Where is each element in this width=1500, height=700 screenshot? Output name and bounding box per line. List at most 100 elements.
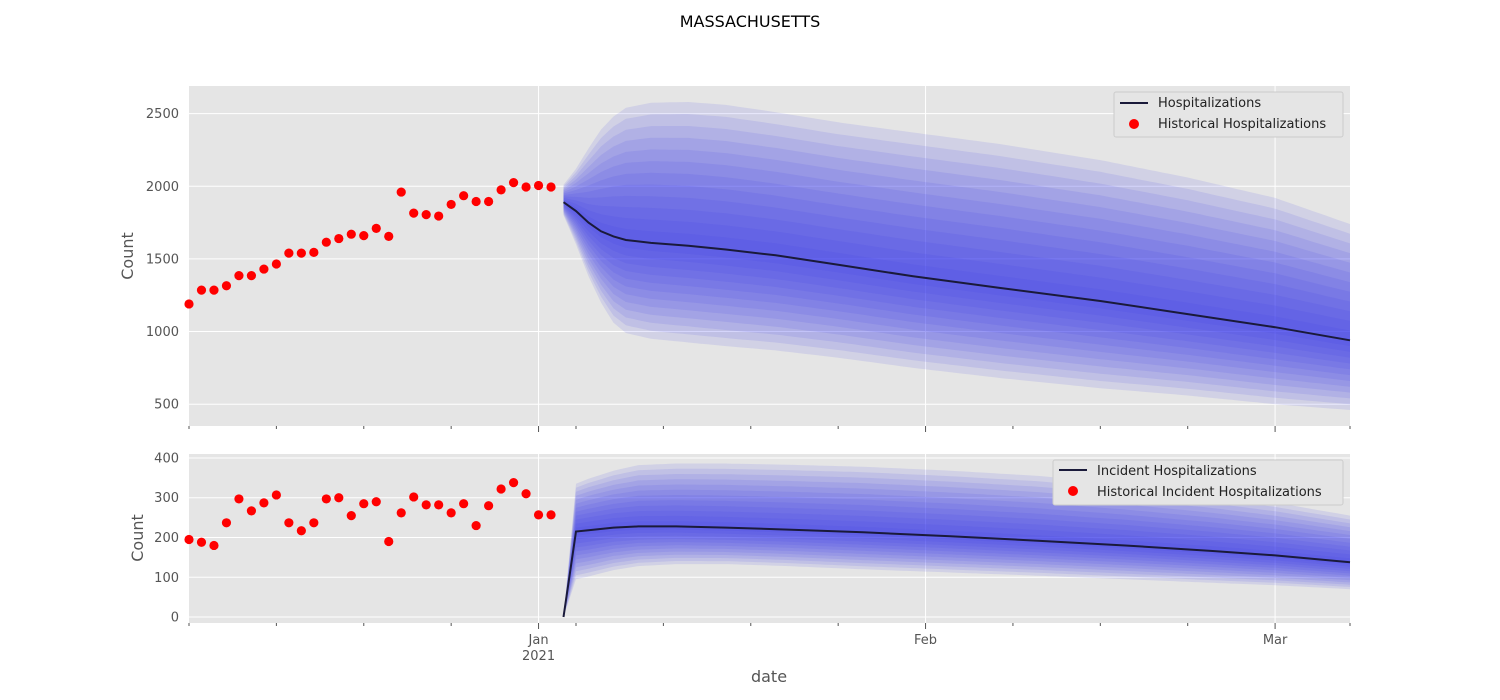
- historical-point: [371, 223, 381, 233]
- median-line: [562, 201, 1351, 342]
- y-tick-label: 100: [154, 571, 179, 586]
- y-tick-label: 1500: [146, 252, 179, 267]
- historical-point: [334, 493, 344, 503]
- historical-point: [446, 508, 456, 518]
- historical-point: [521, 182, 531, 192]
- historical-point: [196, 285, 207, 295]
- historical-point: [546, 182, 556, 192]
- y-tick-label: 1000: [146, 325, 179, 340]
- historical-point: [508, 178, 519, 188]
- historical-point: [446, 199, 456, 210]
- historical-point: [346, 229, 356, 239]
- historical-point: [309, 518, 319, 528]
- historical-point: [259, 264, 269, 274]
- historical-point: [484, 501, 494, 511]
- historical-point: [546, 510, 556, 520]
- forecast-band: [563, 114, 1350, 405]
- historical-point: [246, 506, 257, 516]
- historical-points: [184, 478, 556, 551]
- y-tick-labels: 500 1000 1500 2000 2500: [146, 107, 179, 413]
- historical-point: [421, 500, 431, 510]
- historical-point: [271, 490, 281, 500]
- x-tick-label: Jan: [528, 633, 549, 648]
- y-tick-label: 2500: [146, 107, 179, 122]
- historical-point: [359, 499, 369, 509]
- forecast-median: [562, 525, 1351, 618]
- x-axis-label: date: [751, 667, 787, 686]
- y-tick-label: 400: [154, 451, 179, 466]
- historical-point: [196, 537, 207, 547]
- figure-title: MASSACHUSETTS: [680, 12, 821, 31]
- historical-point: [471, 520, 481, 531]
- legend-box: [1113, 91, 1344, 138]
- forecast-band: [563, 495, 1350, 617]
- legend-label: Incident Hospitalizations: [1097, 464, 1257, 479]
- forecast-band: [563, 474, 1350, 617]
- historical-point: [533, 180, 544, 191]
- forecast-band: [563, 505, 1350, 617]
- y-tick-labels: 0 100 200 300 400: [154, 451, 179, 625]
- historical-point: [384, 536, 394, 547]
- y-axis-label: Count: [118, 232, 137, 280]
- y-tick-label: 200: [154, 531, 179, 546]
- historical-point: [234, 271, 244, 281]
- x-ticks: [188, 426, 1351, 432]
- historical-point: [321, 494, 331, 504]
- y-tick-label: 0: [171, 611, 179, 626]
- y-tick-label: 500: [154, 398, 179, 413]
- forecast-band: [563, 137, 1350, 393]
- forecast-band: [563, 479, 1350, 617]
- historical-point: [346, 511, 356, 521]
- x-tick-sublabel: 2021: [522, 649, 555, 664]
- historical-point: [296, 248, 306, 258]
- historical-point: [409, 208, 419, 218]
- historical-point: [209, 540, 219, 551]
- legend-label: Historical Hospitalizations: [1158, 117, 1326, 132]
- historical-point: [321, 237, 331, 247]
- forecast-band: [563, 510, 1350, 617]
- historical-point: [434, 500, 444, 510]
- historical-point: [471, 196, 481, 207]
- legend: Incident Hospitalizations Historical Inc…: [1052, 459, 1344, 506]
- historical-point: [184, 534, 194, 545]
- historical-point: [246, 271, 257, 281]
- legend: Hospitalizations Historical Hospitalizat…: [1113, 91, 1344, 138]
- historical-points: [184, 178, 556, 309]
- historical-point: [309, 247, 319, 257]
- forecast-median: [562, 201, 1351, 342]
- historical-point: [334, 233, 344, 244]
- grid-lines: [189, 86, 1350, 426]
- historical-point: [508, 478, 519, 488]
- historical-point: [234, 494, 244, 504]
- historical-point: [396, 187, 406, 197]
- legend-label: Hospitalizations: [1158, 96, 1261, 111]
- historical-point: [271, 259, 281, 269]
- historical-point: [184, 299, 194, 309]
- forecast-band: [563, 184, 1350, 370]
- legend-marker-swatch: [1068, 486, 1078, 496]
- forecast-band: [563, 199, 1350, 352]
- historical-point: [434, 211, 444, 221]
- forecast-band: [563, 149, 1350, 387]
- historical-point: [284, 518, 294, 528]
- historical-point: [221, 281, 232, 291]
- y-tick-label: 2000: [146, 180, 179, 195]
- forecast-band: [563, 102, 1350, 410]
- historical-point: [209, 285, 219, 295]
- forecast-band: [563, 161, 1350, 381]
- historical-point: [259, 498, 269, 508]
- legend-label: Historical Incident Hospitalizations: [1097, 485, 1322, 500]
- legend-marker-swatch: [1129, 119, 1139, 129]
- plot-background: [189, 86, 1350, 426]
- historical-point: [496, 185, 506, 195]
- forecast-band: [563, 515, 1350, 617]
- forecast-band: [563, 484, 1350, 617]
- historical-point: [359, 231, 369, 241]
- historical-point: [221, 518, 232, 528]
- forecast-band: [563, 126, 1350, 399]
- median-line: [562, 525, 1351, 618]
- forecast-band: [563, 521, 1350, 617]
